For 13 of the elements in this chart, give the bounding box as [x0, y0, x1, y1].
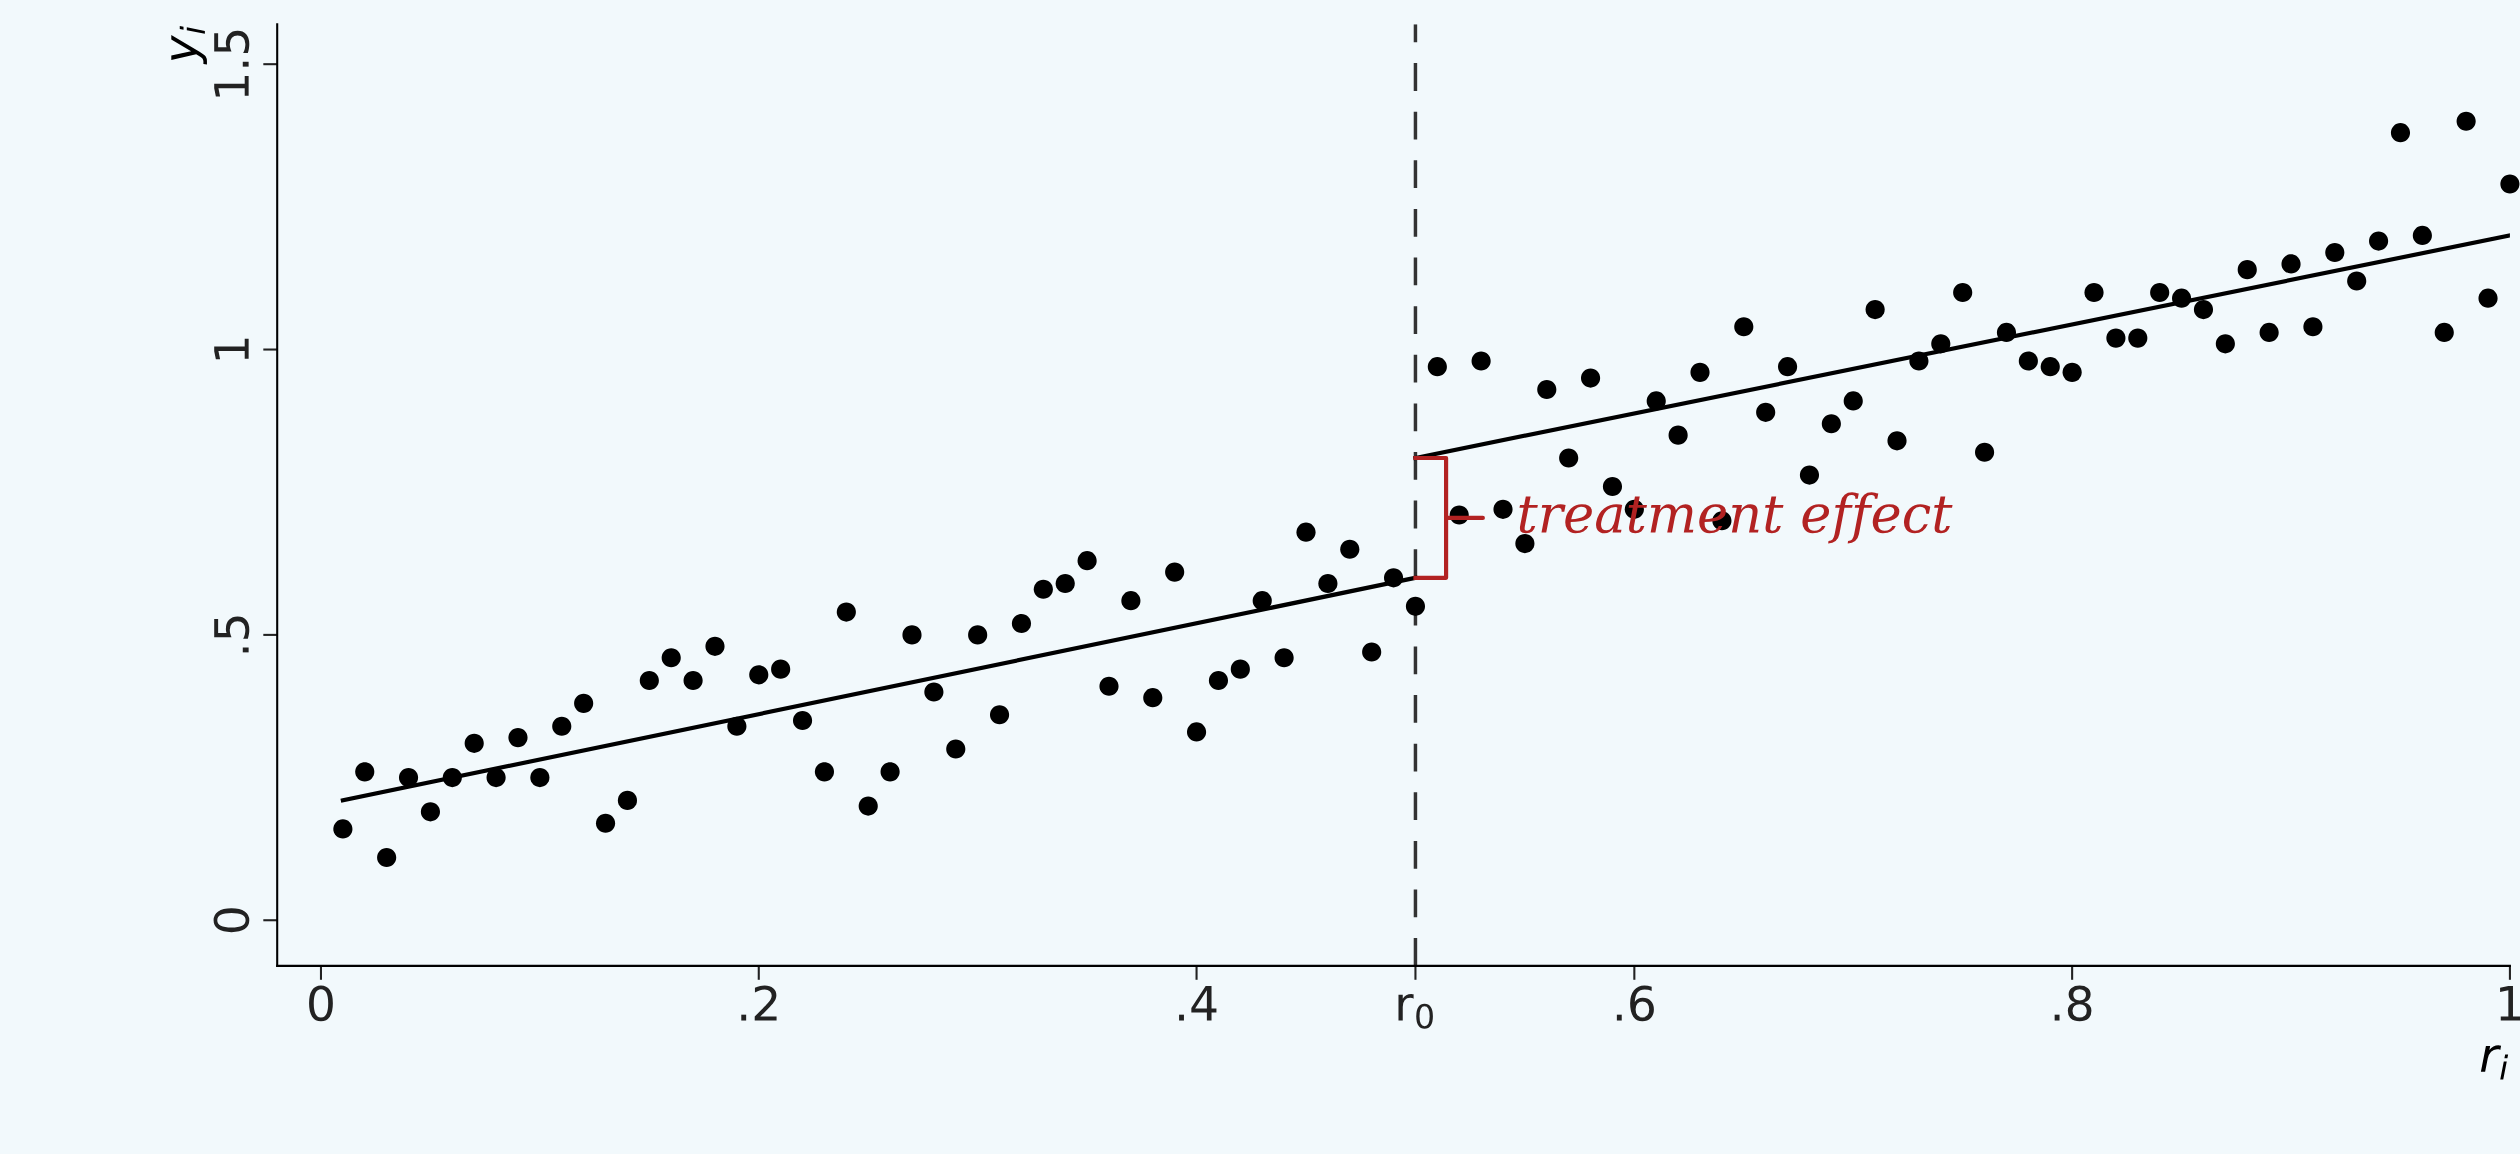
- x-tick-label: .6: [1616, 985, 1654, 1022]
- y-tick-label: 0: [213, 908, 250, 933]
- x-tick-label: 1: [2500, 986, 2520, 1021]
- x-tick-label: 0: [309, 985, 333, 1022]
- x-tick-label: r$_{0}$: [1398, 994, 1433, 1029]
- x-axis-title: r$_{i}$: [2480, 1045, 2509, 1080]
- x-tick-label: .2: [741, 985, 777, 1021]
- y-tick-label: 1: [214, 338, 249, 360]
- x-tick-label: .4: [1179, 986, 1217, 1021]
- y-tick-label: 1.5: [214, 30, 250, 97]
- y-tick-label: .5: [214, 616, 250, 653]
- y-axis-title: y$_{i}$: [171, 26, 207, 65]
- x-tick-label: .8: [2054, 985, 2092, 1022]
